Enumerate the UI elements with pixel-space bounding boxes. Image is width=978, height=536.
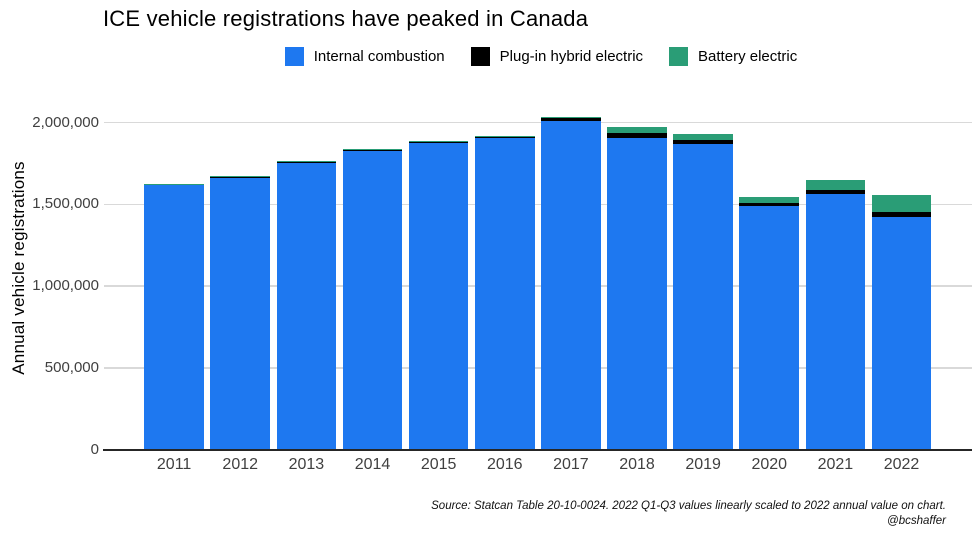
x-tick-label: 2012 <box>222 456 259 473</box>
bar-segment <box>739 206 800 450</box>
bar-segment <box>276 161 337 163</box>
gridline <box>104 121 972 124</box>
y-tick-label: 500,000 <box>44 358 99 376</box>
x-axis-line <box>103 448 972 451</box>
bar-segment <box>673 139 733 145</box>
chart-title: ICE vehicle registrations have peaked in… <box>103 6 589 31</box>
bar-segment <box>673 144 733 450</box>
bar-segment <box>871 195 932 212</box>
bar-segment <box>408 140 469 142</box>
internal-combustion-swatch-icon <box>284 47 304 66</box>
x-tick-label: 2019 <box>685 456 721 473</box>
x-tick-label: 2018 <box>619 456 655 473</box>
legend-item-plug-in-hybrid: Plug-in hybrid electric <box>470 47 644 66</box>
bar-segment <box>408 142 469 450</box>
x-tick-label: 2013 <box>288 456 325 473</box>
y-tick-label: 0 <box>90 440 99 458</box>
bar-segment <box>607 133 667 138</box>
source-note: Source: Statcan Table 20-10-0024. 2022 Q… <box>246 499 946 529</box>
x-tick-label: 2020 <box>751 456 788 473</box>
bar-segment <box>607 137 667 450</box>
bar-segment <box>805 189 866 195</box>
credit-text: @bcshaffer <box>887 515 946 527</box>
bar-segment <box>871 216 932 450</box>
y-tick-label: 2,000,000 <box>32 113 99 131</box>
bar-segment <box>210 176 271 178</box>
bar-segment <box>474 138 535 450</box>
gridline <box>104 203 972 206</box>
bar-segment <box>541 118 601 121</box>
x-tick-label: 2022 <box>883 456 920 473</box>
bar-segment <box>276 162 337 164</box>
bar-segment <box>474 136 535 139</box>
gridline <box>104 367 972 369</box>
x-tick-label: 2021 <box>817 456 854 473</box>
y-axis-title: Annual vehicle registrations <box>9 161 28 375</box>
legend-label: Plug-in hybrid electric <box>499 48 644 65</box>
bar-segment <box>805 180 866 190</box>
y-tick-label: 1,000,000 <box>32 277 99 295</box>
x-tick-label: 2014 <box>354 456 391 473</box>
x-tick-label: 2011 <box>156 456 192 473</box>
bar-segment <box>474 135 535 137</box>
x-tick-label: 2016 <box>486 456 523 473</box>
plug-in-hybrid-swatch-icon <box>470 47 490 66</box>
legend-label: Internal combustion <box>313 48 445 65</box>
source-text: Source: Statcan Table 20-10-0024. 2022 Q… <box>431 500 946 512</box>
bar-segment <box>871 211 932 217</box>
bar-segment <box>541 120 601 450</box>
bar-segment <box>210 177 271 450</box>
bar-segment <box>607 126 667 134</box>
x-tick-label: 2015 <box>420 456 457 473</box>
bar-segment <box>673 134 733 140</box>
bar-segment <box>342 149 403 152</box>
bar-segment <box>144 184 204 450</box>
bar-segment <box>805 194 866 450</box>
gridline <box>104 285 972 287</box>
bar-segment <box>408 141 469 143</box>
battery-electric-swatch-icon <box>669 47 689 66</box>
legend-item-battery-electric: Battery electric <box>669 47 797 66</box>
bar-segment <box>541 116 601 119</box>
y-tick-label: 1,500,000 <box>32 195 99 213</box>
bar-segment <box>276 163 337 450</box>
bar-segment <box>342 149 403 150</box>
legend: Internal combustion Plug-in hybrid elect… <box>110 47 972 66</box>
bar-segment <box>342 151 403 450</box>
x-tick-label: 2017 <box>553 456 589 473</box>
bar-segment <box>739 197 800 203</box>
bar-segment <box>739 202 800 207</box>
legend-label: Battery electric <box>698 48 798 65</box>
legend-item-internal-combustion: Internal combustion <box>284 47 445 66</box>
